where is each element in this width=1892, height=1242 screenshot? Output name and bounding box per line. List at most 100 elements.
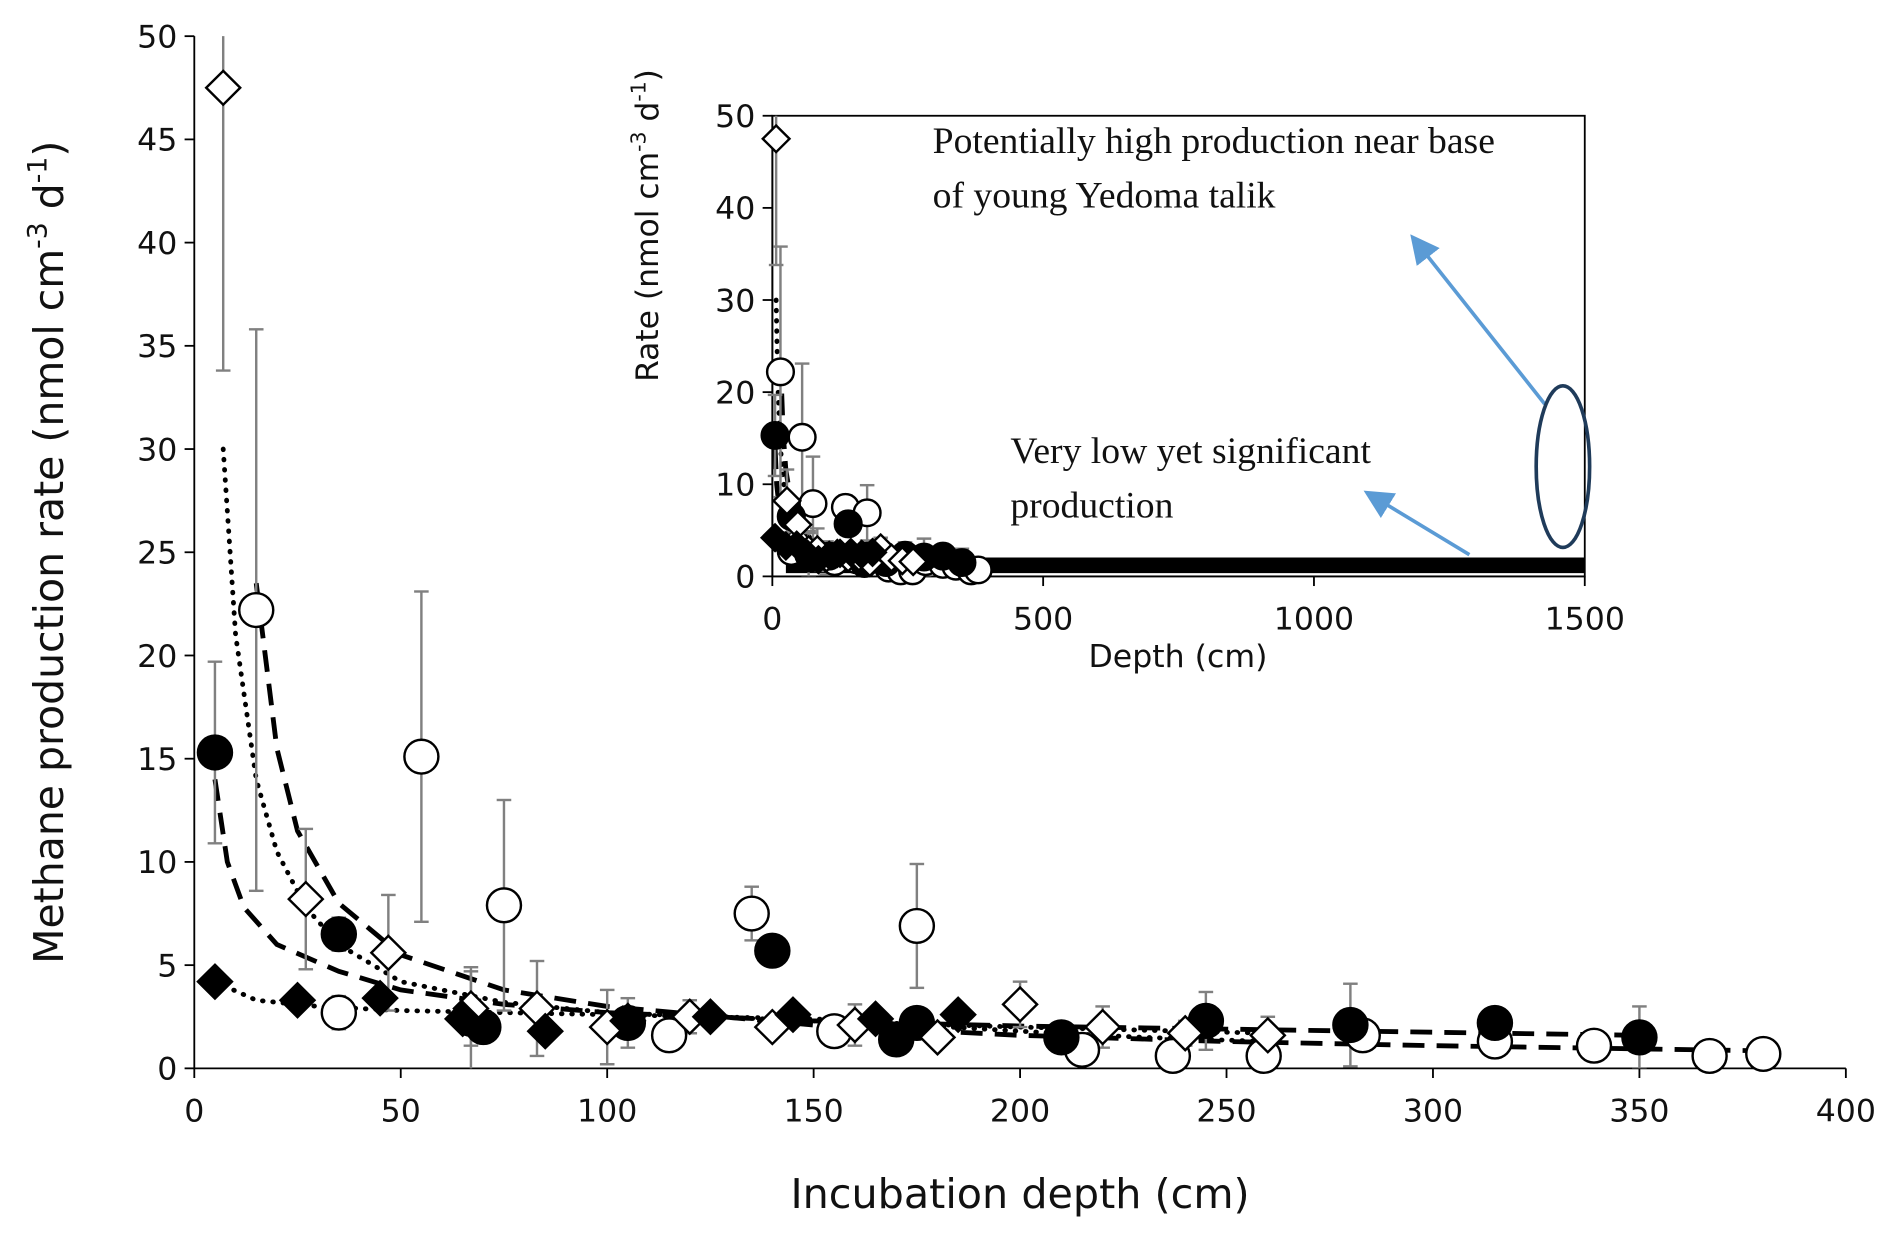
trend-line (220, 446, 1271, 1036)
x-tick-label: 250 (1196, 1094, 1256, 1130)
point (361, 979, 399, 1017)
point (1621, 1019, 1658, 1056)
y-tick-label: 35 (137, 329, 177, 365)
point (609, 1002, 647, 1040)
y-tick-label: 0 (157, 1052, 177, 1088)
x-tick-label: 150 (784, 1094, 844, 1130)
y-tick-label: 40 (137, 226, 177, 262)
y-axis-label-part: d (25, 183, 73, 222)
y-tick-label: 10 (715, 468, 755, 504)
point (1575, 1027, 1613, 1064)
y-axis-label-part: ) (25, 141, 73, 157)
x-axis-label: Incubation depth (cm) (790, 1170, 1249, 1218)
y-tick-label: 15 (137, 742, 177, 778)
x-tick-label: 0 (184, 1094, 204, 1130)
annotation: of young Yedoma talik (933, 176, 1276, 217)
point (787, 422, 817, 452)
y-tick-label: 40 (715, 191, 755, 227)
y-axis-label: Methane production rate (nmol cm-3 d-1) (23, 141, 74, 964)
point (443, 1000, 482, 1038)
point (278, 981, 317, 1019)
point (857, 537, 888, 568)
point (1043, 1019, 1080, 1056)
y-axis-label-part: Methane production rate (nmol cm (25, 249, 73, 964)
x-tick-label: 1000 (1274, 602, 1354, 638)
point (774, 996, 812, 1034)
y-tick-label: 5 (157, 949, 177, 985)
point (765, 357, 796, 387)
point (1249, 1016, 1287, 1054)
x-tick-label: 100 (577, 1094, 637, 1130)
point (691, 998, 730, 1036)
point (1691, 1037, 1728, 1075)
point (1745, 1035, 1782, 1072)
point (196, 963, 234, 1001)
point (1166, 1014, 1204, 1052)
trend-line (212, 778, 1640, 1038)
y-tick-label: 20 (137, 639, 177, 675)
y-tick-label: 30 (137, 432, 177, 468)
trend-line (253, 582, 1764, 1054)
annotation: Very low yet significant (1010, 431, 1371, 472)
y-tick-label: 25 (137, 536, 177, 572)
y-axis-label-superscript: -3 (626, 132, 650, 152)
annotation: production (1010, 485, 1173, 526)
point (798, 489, 828, 519)
y-axis-label-part: d (630, 102, 666, 132)
point (898, 907, 936, 945)
point (1001, 985, 1039, 1023)
point (320, 994, 358, 1031)
point (898, 546, 929, 577)
point (526, 1012, 564, 1050)
y-axis-label-superscript: -3 (23, 222, 54, 249)
point (369, 934, 408, 972)
point (947, 548, 977, 578)
point (650, 1017, 688, 1054)
x-tick-label: 0 (762, 602, 782, 638)
y-tick-label: 50 (715, 99, 755, 135)
y-tick-label: 45 (137, 123, 177, 159)
x-tick-label: 500 (1013, 602, 1073, 638)
y-axis-label: Rate (nmol cm-3 d-1) (626, 69, 666, 382)
error-bar (215, 36, 231, 372)
y-axis-label-part: ) (630, 69, 666, 81)
x-axis-label: Depth (cm) (1088, 639, 1267, 675)
x-tick-label: 50 (381, 1094, 421, 1130)
point (196, 734, 234, 771)
x-tick-label: 350 (1609, 1094, 1669, 1130)
point (939, 996, 977, 1034)
point (754, 932, 791, 969)
y-tick-label: 20 (715, 376, 755, 412)
point (1083, 1008, 1122, 1046)
point (204, 69, 242, 107)
x-tick-label: 1500 (1545, 602, 1625, 638)
y-axis-label-superscript: -1 (23, 157, 54, 184)
y-tick-label: 0 (735, 560, 755, 596)
annotation: Potentially high production near base (933, 121, 1495, 162)
annotation-arrow (1410, 234, 1547, 406)
point (760, 420, 790, 450)
point (287, 880, 325, 918)
highlight-ellipse (1534, 384, 1592, 550)
y-axis-label-superscript: -1 (626, 81, 650, 101)
y-axis-label-part: Rate (nmol cm (630, 152, 666, 382)
inset-frame (771, 114, 1586, 578)
point (403, 738, 440, 775)
point (320, 916, 358, 953)
y-tick-label: 50 (137, 20, 177, 56)
point (761, 123, 792, 154)
y-tick-label: 30 (715, 283, 755, 319)
y-tick-label: 10 (137, 845, 177, 881)
point (238, 591, 275, 629)
point (1332, 1006, 1369, 1044)
point (918, 1018, 957, 1056)
annotation-arrow (1363, 490, 1471, 557)
point (771, 485, 803, 516)
x-tick-label: 300 (1403, 1094, 1463, 1130)
point (733, 895, 770, 932)
x-tick-label: 200 (990, 1094, 1050, 1130)
point (833, 509, 863, 539)
x-tick-label: 400 (1816, 1094, 1876, 1130)
